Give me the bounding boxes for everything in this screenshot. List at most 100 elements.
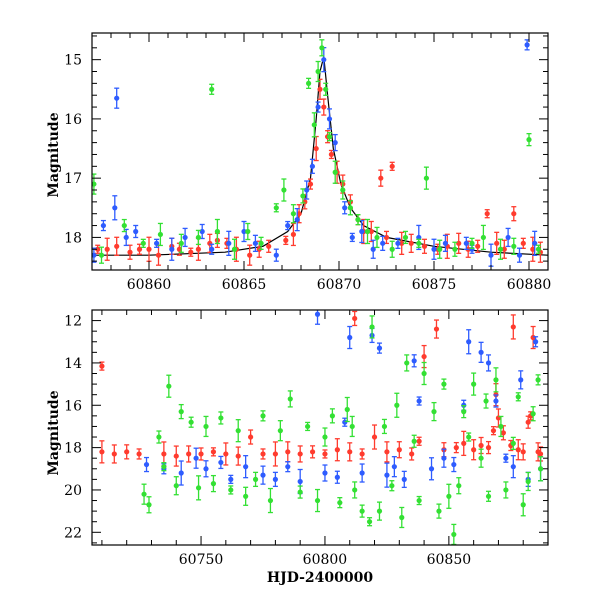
- data-point: [136, 451, 142, 457]
- lower-panel-full-light-curve: 60750 60800 60850 12 14 16 18 20 22: [64, 309, 549, 568]
- data-point: [154, 240, 160, 246]
- y-tick-label: 20: [64, 483, 82, 499]
- data-point: [209, 246, 215, 252]
- data-point: [203, 423, 209, 430]
- upper-y-axis-title: Magnitude: [46, 112, 62, 197]
- data-point: [433, 326, 440, 332]
- data-point: [437, 246, 443, 252]
- data-point: [347, 334, 353, 341]
- data-point: [456, 240, 462, 246]
- data-point: [188, 249, 194, 255]
- data-point: [533, 339, 539, 345]
- data-point: [252, 240, 258, 246]
- data-point: [511, 243, 517, 249]
- data-point: [248, 434, 254, 440]
- data-point: [478, 349, 484, 355]
- data-point: [266, 243, 272, 249]
- data-point: [396, 447, 402, 453]
- data-point: [112, 205, 118, 211]
- data-point: [364, 228, 371, 235]
- x-tick-label: 60870: [317, 277, 362, 293]
- data-point: [311, 122, 317, 128]
- data-point: [510, 324, 516, 330]
- data-point: [218, 459, 224, 466]
- data-point: [329, 413, 335, 419]
- data-point: [123, 234, 129, 241]
- data-point: [297, 489, 303, 495]
- x-tick-label: 60850: [427, 552, 472, 568]
- data-point: [92, 181, 97, 187]
- data-point: [520, 240, 526, 246]
- data-point: [307, 181, 314, 187]
- data-point: [416, 398, 422, 404]
- data-point: [156, 434, 162, 440]
- data-point: [505, 234, 511, 241]
- data-point: [203, 466, 209, 472]
- data-point: [431, 246, 437, 252]
- data-point: [169, 246, 175, 252]
- data-point: [92, 252, 97, 258]
- plot-area: [92, 39, 548, 267]
- data-point: [173, 483, 179, 489]
- data-point: [140, 240, 146, 246]
- data-point: [287, 396, 293, 402]
- data-point: [100, 222, 106, 229]
- data-point: [260, 451, 266, 457]
- data-point: [273, 252, 279, 258]
- data-point: [195, 234, 201, 241]
- data-point: [480, 234, 486, 241]
- data-point: [141, 491, 147, 497]
- data-point: [133, 228, 139, 235]
- data-point: [218, 415, 224, 421]
- data-point: [178, 470, 184, 476]
- y-tick-label: 17: [64, 171, 82, 187]
- data-point: [401, 476, 407, 482]
- data-point: [319, 45, 325, 51]
- data-point: [497, 246, 504, 252]
- data-point: [524, 42, 530, 48]
- x-tick-label: 60800: [303, 552, 348, 568]
- data-point: [340, 187, 346, 193]
- data-point: [210, 481, 217, 487]
- data-point: [416, 497, 422, 504]
- data-point: [277, 428, 283, 434]
- data-point: [186, 451, 192, 457]
- data-point: [182, 234, 188, 241]
- y-tick-label: 14: [64, 356, 82, 372]
- data-point: [389, 246, 395, 252]
- data-point: [411, 438, 417, 444]
- data-point: [322, 451, 328, 457]
- data-point: [304, 187, 310, 193]
- data-point: [371, 434, 378, 440]
- data-point: [485, 360, 492, 366]
- data-point: [195, 246, 201, 252]
- data-point: [466, 339, 472, 345]
- data-point: [326, 134, 333, 140]
- data-point: [510, 440, 516, 446]
- data-point: [247, 252, 253, 258]
- data-point: [376, 508, 383, 514]
- data-point: [267, 497, 274, 504]
- data-point: [493, 377, 499, 383]
- data-point: [500, 430, 506, 436]
- data-point: [146, 502, 152, 508]
- data-point: [366, 519, 373, 525]
- data-point: [381, 423, 388, 430]
- data-point: [461, 440, 467, 446]
- data-point: [342, 205, 348, 211]
- data-point: [347, 205, 353, 211]
- data-point: [322, 434, 328, 440]
- data-point: [193, 455, 199, 461]
- data-point: [537, 451, 544, 457]
- x-tick-label: 60880: [507, 277, 552, 293]
- data-point: [411, 358, 417, 364]
- data-point: [258, 240, 264, 246]
- data-point: [453, 445, 459, 451]
- data-point: [235, 453, 241, 459]
- data-point: [231, 246, 238, 252]
- y-tick-label: 18: [64, 230, 82, 246]
- data-point: [408, 240, 414, 246]
- data-point: [461, 409, 467, 415]
- x-tick-label: 60875: [412, 277, 457, 293]
- data-point: [326, 116, 333, 122]
